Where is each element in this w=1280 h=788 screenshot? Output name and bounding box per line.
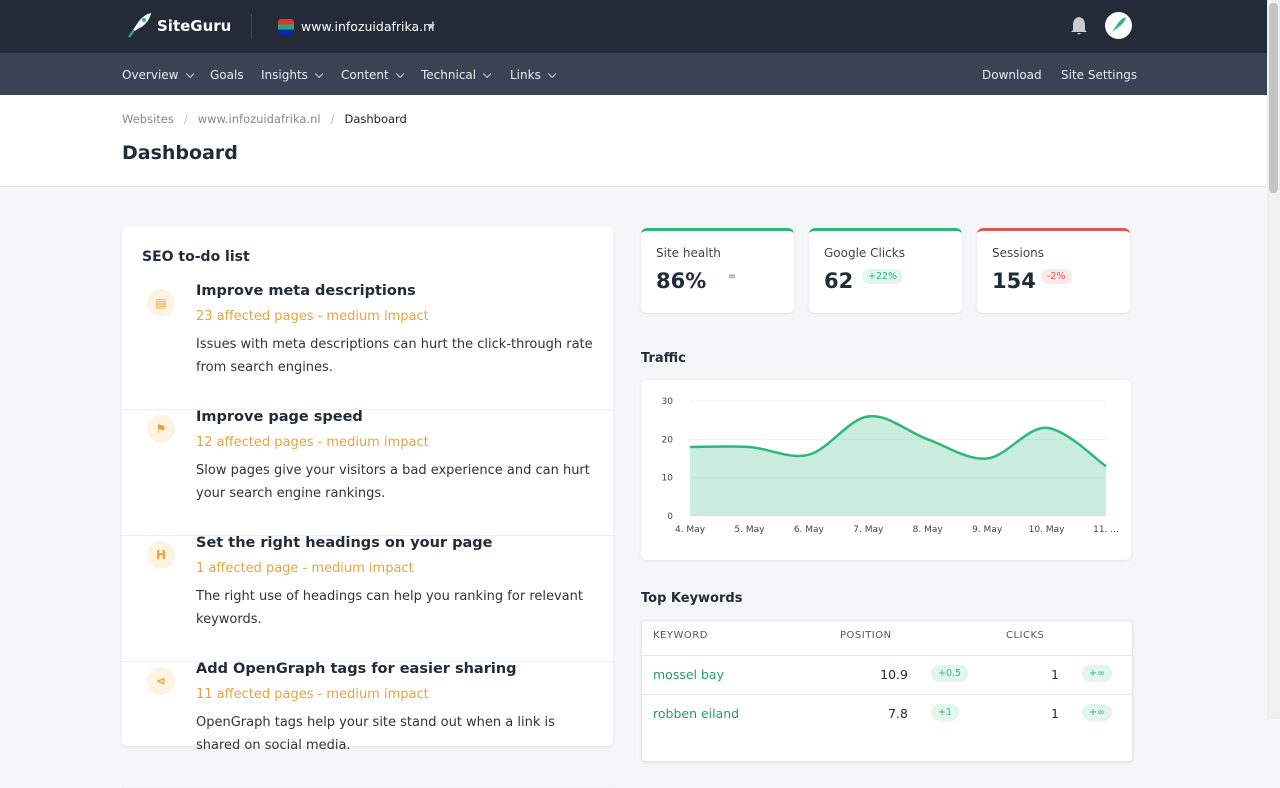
- metric-label: Site health: [656, 246, 721, 260]
- metric-card: Sessions 154 -2%: [977, 228, 1130, 313]
- position-change: +0.5: [931, 665, 969, 682]
- todo-item-title: Improve meta descriptions: [196, 283, 416, 299]
- x-tick-label: 11. ...: [1093, 525, 1119, 535]
- nav-item[interactable]: Site Settings: [1061, 68, 1138, 82]
- traffic-line: [689, 414, 1107, 468]
- page-header: [0, 95, 1267, 187]
- logo: [128, 13, 151, 38]
- todo-card: SEO to-do list ▤ Improve meta description…: [122, 226, 613, 788]
- todo-item-title: Add OpenGraph tags for easier sharing: [196, 661, 517, 677]
- todo-title: SEO to-do list: [142, 249, 250, 265]
- todo-icon: H: [147, 541, 175, 569]
- position-change: +1: [931, 704, 960, 721]
- separator: /: [330, 112, 335, 126]
- todo-item-description: Slow pages give your visitors a bad expe…: [196, 463, 590, 501]
- nav-bar: [0, 53, 1267, 95]
- keywords-title: Top Keywords: [641, 591, 743, 606]
- todo-item[interactable]: H Set the right headings on your page 1 af…: [122, 535, 613, 662]
- clicks: 1: [1051, 706, 1059, 721]
- metric-change: -2%: [1041, 269, 1072, 284]
- column-header: POSITION: [840, 630, 892, 641]
- keyword[interactable]: robben eiland: [653, 706, 740, 721]
- traffic-chart: 0 10 20 30 4. May 5. May 6. May 7. May 8. May 9. …: [662, 397, 1119, 535]
- breadcrumb-item[interactable]: Websites: [122, 112, 174, 126]
- todo-icon: ⋖: [147, 667, 175, 695]
- page: SiteGuru www.infozuidafrika.nl Dashboard…: [0, 0, 1280, 762]
- x-tick-label: 7. May: [853, 525, 884, 535]
- todo-item-description: Issues with meta descriptions can hurt t…: [196, 337, 593, 375]
- x-tick-label: 5. May: [734, 525, 765, 535]
- keywords-table: KEYWORD POSITION CLICKS mossel bay 10.9 +0.5 1…: [641, 620, 1133, 762]
- todo-item[interactable]: ▤ Improve meta descriptions 23 affected pa…: [122, 283, 613, 410]
- metric-card: Site health 86% =: [641, 228, 794, 313]
- y-tick-label: 20: [662, 435, 674, 445]
- nav-item[interactable]: Technical: [421, 68, 492, 82]
- x-tick-label: 6. May: [794, 525, 825, 535]
- traffic-title: Traffic: [641, 351, 686, 366]
- metric-value: 62: [824, 269, 854, 293]
- caret: [427, 24, 435, 33]
- bell[interactable]: [1070, 16, 1088, 36]
- x-tick-label: 10. May: [1029, 525, 1065, 535]
- todo-item-impact: 12 affected pages - medium impact: [196, 435, 429, 450]
- metric-value: 154: [992, 269, 1036, 293]
- y-tick-label: 0: [667, 512, 673, 522]
- todo-item[interactable]: ⚑ Improve page speed 12 affected pages - m…: [122, 409, 613, 536]
- metric-change: =: [728, 271, 736, 282]
- nav-item[interactable]: Overview: [122, 68, 194, 82]
- keyword[interactable]: mossel bay: [653, 667, 724, 682]
- x-tick-label: 8. May: [913, 525, 944, 535]
- column-header: CLICKS: [1006, 630, 1045, 641]
- separator: /: [183, 112, 188, 126]
- metric-value: 86%: [656, 269, 707, 293]
- x-tick-label: 4. May: [675, 525, 706, 535]
- scrollbar: [1267, 0, 1280, 719]
- clicks: 1: [1051, 667, 1059, 682]
- metric-card: Google Clicks 62 +22%: [809, 228, 962, 313]
- breadcrumb-item[interactable]: www.infozuidafrika.nl: [197, 112, 321, 126]
- metric-label: Sessions: [992, 246, 1045, 260]
- breadcrumb-item: Dashboard: [344, 112, 407, 126]
- brand[interactable]: SiteGuru: [157, 17, 232, 35]
- todo-item-impact: 1 affected page - medium impact: [196, 561, 414, 576]
- nav-item[interactable]: Goals: [210, 68, 244, 82]
- y-tick-label: 10: [662, 474, 674, 484]
- nav-item[interactable]: Download: [982, 68, 1042, 82]
- nav-item[interactable]: Content: [341, 68, 405, 82]
- row-divider: [642, 694, 1132, 695]
- metric-change: +22%: [862, 269, 904, 284]
- todo-icon: ⚑: [147, 415, 175, 443]
- y-tick-label: 30: [662, 397, 674, 407]
- traffic-area: [690, 416, 1106, 516]
- todo-item-impact: 11 affected pages - medium impact: [196, 687, 429, 702]
- row-divider: [642, 655, 1132, 656]
- todo-icon: ▤: [147, 289, 175, 317]
- site-selector[interactable]: www.infozuidafrika.nl: [301, 19, 435, 34]
- todo-item-description: OpenGraph tags help your site stand out …: [196, 715, 555, 753]
- breadcrumb: Websites / www.infozuidafrika.nl / Dashboard: [122, 112, 407, 126]
- todo-item-title: Set the right headings on your page: [196, 535, 493, 551]
- position: 10.9: [880, 667, 908, 682]
- metric-label: Google Clicks: [824, 246, 905, 260]
- flag: [278, 19, 294, 35]
- page-title: Dashboard: [122, 142, 238, 164]
- clicks-change: +∞: [1082, 704, 1112, 721]
- todo-item-description: The right use of headings can help you r…: [196, 589, 583, 627]
- avatar[interactable]: [1105, 12, 1132, 39]
- nav-item[interactable]: Links: [510, 68, 557, 82]
- divider: [251, 14, 252, 39]
- position: 7.8: [888, 706, 908, 721]
- column-header: KEYWORD: [653, 630, 708, 641]
- nav-item[interactable]: Insights: [261, 68, 324, 82]
- traffic-card: 0 10 20 30 4. May 5. May 6. May 7. May 8. May 9. …: [641, 380, 1131, 560]
- x-tick-label: 9. May: [972, 525, 1003, 535]
- todo-item-impact: 23 affected pages - medium impact: [196, 309, 429, 324]
- top-bar: SiteGuru www.infozuidafrika.nl: [0, 0, 1267, 53]
- todo-item[interactable]: ⋖ Add OpenGraph tags for easier sharing 11…: [122, 661, 613, 788]
- todo-item-title: Improve page speed: [196, 409, 363, 425]
- clicks-change: +∞: [1082, 665, 1112, 682]
